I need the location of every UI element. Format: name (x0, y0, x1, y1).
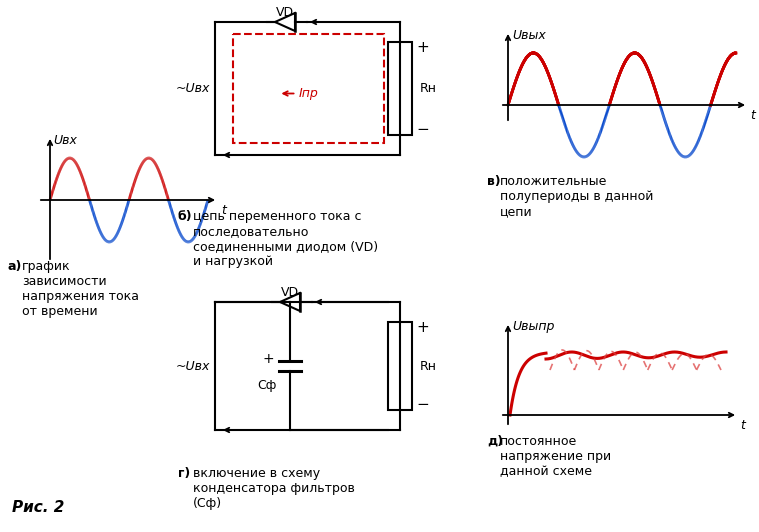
Bar (388, 42, 412, 135)
Text: г): г) (178, 467, 191, 480)
Text: t: t (740, 419, 745, 432)
Text: Uвых: Uвых (512, 29, 546, 42)
Text: б): б) (178, 210, 193, 223)
Text: VD: VD (276, 6, 294, 19)
Text: ~Uвх: ~Uвх (175, 82, 210, 95)
Text: t: t (750, 109, 755, 122)
Text: включение в схему
конденсатора фильтров
(Сф): включение в схему конденсатора фильтров … (193, 467, 355, 510)
Text: Rн: Rн (420, 82, 437, 95)
Text: −: − (416, 397, 429, 412)
Text: Cф: Cф (257, 379, 276, 392)
Text: +: + (263, 352, 275, 366)
Text: −: − (416, 122, 429, 137)
Text: а): а) (8, 260, 22, 273)
Text: в): в) (487, 175, 501, 188)
Text: Rн: Rн (420, 360, 437, 372)
Text: положительные
полупериоды в данной
цепи: положительные полупериоды в данной цепи (500, 175, 653, 218)
Text: ~Uвх: ~Uвх (175, 360, 210, 372)
Text: +: + (416, 320, 429, 335)
Text: +: + (416, 40, 429, 55)
Text: Uвх: Uвх (53, 134, 77, 147)
Text: график
зависимости
напряжения тока
от времени: график зависимости напряжения тока от вр… (22, 260, 139, 318)
Text: t: t (221, 204, 226, 217)
Text: цепь переменного тока с
последовательно
соединенными диодом (VD)
и нагрузкой: цепь переменного тока с последовательно … (193, 210, 378, 268)
Text: Рис. 2: Рис. 2 (12, 500, 65, 515)
Text: постоянное
напряжение при
данной схеме: постоянное напряжение при данной схеме (500, 435, 611, 478)
Text: Uвыпр: Uвыпр (512, 320, 554, 333)
Text: д): д) (487, 435, 503, 448)
Text: Iпр: Iпр (298, 87, 318, 100)
Text: VD: VD (281, 286, 299, 299)
Bar (388, 322, 412, 410)
